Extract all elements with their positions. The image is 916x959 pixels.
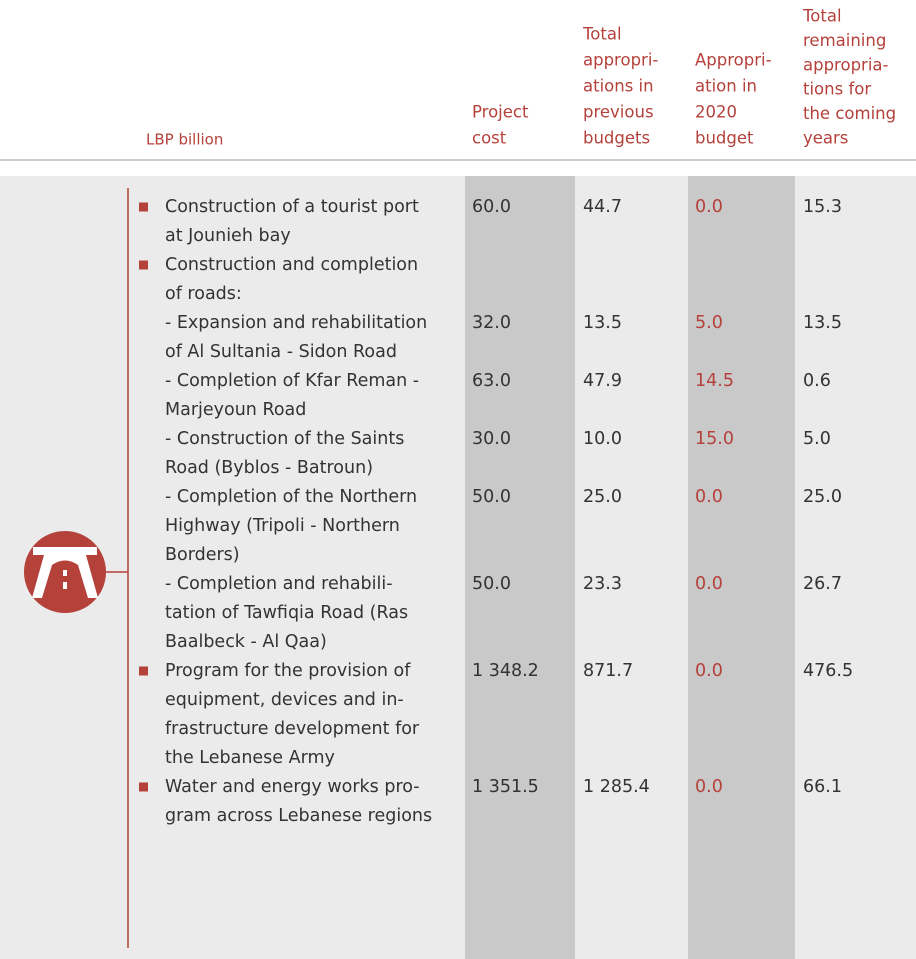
row-label: frastructure development for bbox=[165, 719, 420, 739]
road-icon bbox=[24, 531, 106, 613]
row-label: - Completion of Kfar Reman - bbox=[165, 371, 419, 391]
cost-column-band bbox=[465, 176, 575, 959]
budget-column-band bbox=[688, 176, 795, 959]
cell-value: 871.7 bbox=[583, 661, 633, 681]
cell-value: 50.0 bbox=[472, 487, 511, 507]
bullet bbox=[139, 782, 148, 792]
cell-value: 63.0 bbox=[472, 371, 511, 391]
cell-value: 44.7 bbox=[583, 197, 622, 217]
bullet bbox=[139, 202, 148, 212]
column-header: the coming bbox=[803, 104, 896, 123]
column-header: cost bbox=[472, 129, 507, 148]
column-header: previous bbox=[583, 103, 654, 122]
column-header: ation in bbox=[695, 77, 757, 96]
column-header: ations in bbox=[583, 77, 654, 96]
column-header: budgets bbox=[583, 129, 650, 148]
row-label: gram across Lebanese regions bbox=[165, 806, 432, 826]
column-header: 2020 bbox=[695, 103, 737, 122]
cell-value: 476.5 bbox=[803, 661, 853, 681]
row-label: Highway (Tripoli - Northern bbox=[165, 516, 400, 536]
cell-value: 5.0 bbox=[695, 313, 723, 333]
row-label: at Jounieh bay bbox=[165, 226, 291, 246]
row-label: - Completion and rehabili- bbox=[165, 574, 393, 594]
cell-value: 25.0 bbox=[583, 487, 622, 507]
cell-value: 13.5 bbox=[803, 313, 842, 333]
cell-value: 66.1 bbox=[803, 777, 842, 797]
cell-value: 50.0 bbox=[472, 574, 511, 594]
row-label: - Completion of the Northern bbox=[165, 487, 417, 507]
bullet bbox=[139, 260, 148, 270]
row-label: Program for the provision of bbox=[165, 661, 411, 681]
column-header: tions for bbox=[803, 80, 871, 99]
cell-value: 1 285.4 bbox=[583, 777, 650, 797]
cell-value: 15.0 bbox=[695, 429, 734, 449]
cell-value: 5.0 bbox=[803, 429, 831, 449]
row-label: of Al Sultania - Sidon Road bbox=[165, 342, 397, 362]
cell-value: 32.0 bbox=[472, 313, 511, 333]
column-header: budget bbox=[695, 129, 754, 148]
column-header: appropri- bbox=[583, 51, 658, 70]
cell-value: 26.7 bbox=[803, 574, 842, 594]
row-label: Water and energy works pro- bbox=[165, 777, 420, 797]
cell-value: 0.0 bbox=[695, 574, 723, 594]
column-header: remaining bbox=[803, 31, 886, 50]
column-header: Total bbox=[802, 7, 842, 26]
row-label: Construction of a tourist port bbox=[165, 197, 419, 217]
cell-value: 60.0 bbox=[472, 197, 511, 217]
cell-value: 0.0 bbox=[695, 777, 723, 797]
cell-value: 0.6 bbox=[803, 371, 831, 391]
cell-value: 10.0 bbox=[583, 429, 622, 449]
cell-value: 1 348.2 bbox=[472, 661, 539, 681]
cell-value: 14.5 bbox=[695, 371, 734, 391]
cell-value: 15.3 bbox=[803, 197, 842, 217]
cell-value: 0.0 bbox=[695, 661, 723, 681]
row-label: tation of Tawfiqia Road (Ras bbox=[165, 603, 408, 623]
row-label: Marjeyoun Road bbox=[165, 400, 306, 420]
cell-value: 47.9 bbox=[583, 371, 622, 391]
column-header: Project bbox=[472, 103, 529, 122]
cell-value: 1 351.5 bbox=[472, 777, 539, 797]
row-label: Road (Byblos - Batroun) bbox=[165, 458, 373, 478]
cell-value: 0.0 bbox=[695, 487, 723, 507]
row-label: the Lebanese Army bbox=[165, 748, 335, 768]
row-label: Borders) bbox=[165, 545, 240, 565]
cell-value: 23.3 bbox=[583, 574, 622, 594]
cell-value: 0.0 bbox=[695, 197, 723, 217]
row-label: - Construction of the Saints bbox=[165, 429, 404, 449]
row-label: of roads: bbox=[165, 284, 242, 304]
row-label: equipment, devices and in- bbox=[165, 690, 404, 710]
column-header: Total bbox=[582, 25, 622, 44]
column-header: appropria- bbox=[803, 55, 889, 74]
bullet bbox=[139, 666, 148, 676]
unit-label: LBP billion bbox=[146, 131, 223, 149]
row-label: Baalbeck - Al Qaa) bbox=[165, 632, 327, 652]
cell-value: 30.0 bbox=[472, 429, 511, 449]
cell-value: 13.5 bbox=[583, 313, 622, 333]
column-header: Appropri- bbox=[695, 51, 772, 70]
column-header: years bbox=[803, 129, 848, 148]
cell-value: 25.0 bbox=[803, 487, 842, 507]
row-label: Construction and completion bbox=[165, 255, 418, 275]
row-label: - Expansion and rehabilitation bbox=[165, 313, 427, 333]
